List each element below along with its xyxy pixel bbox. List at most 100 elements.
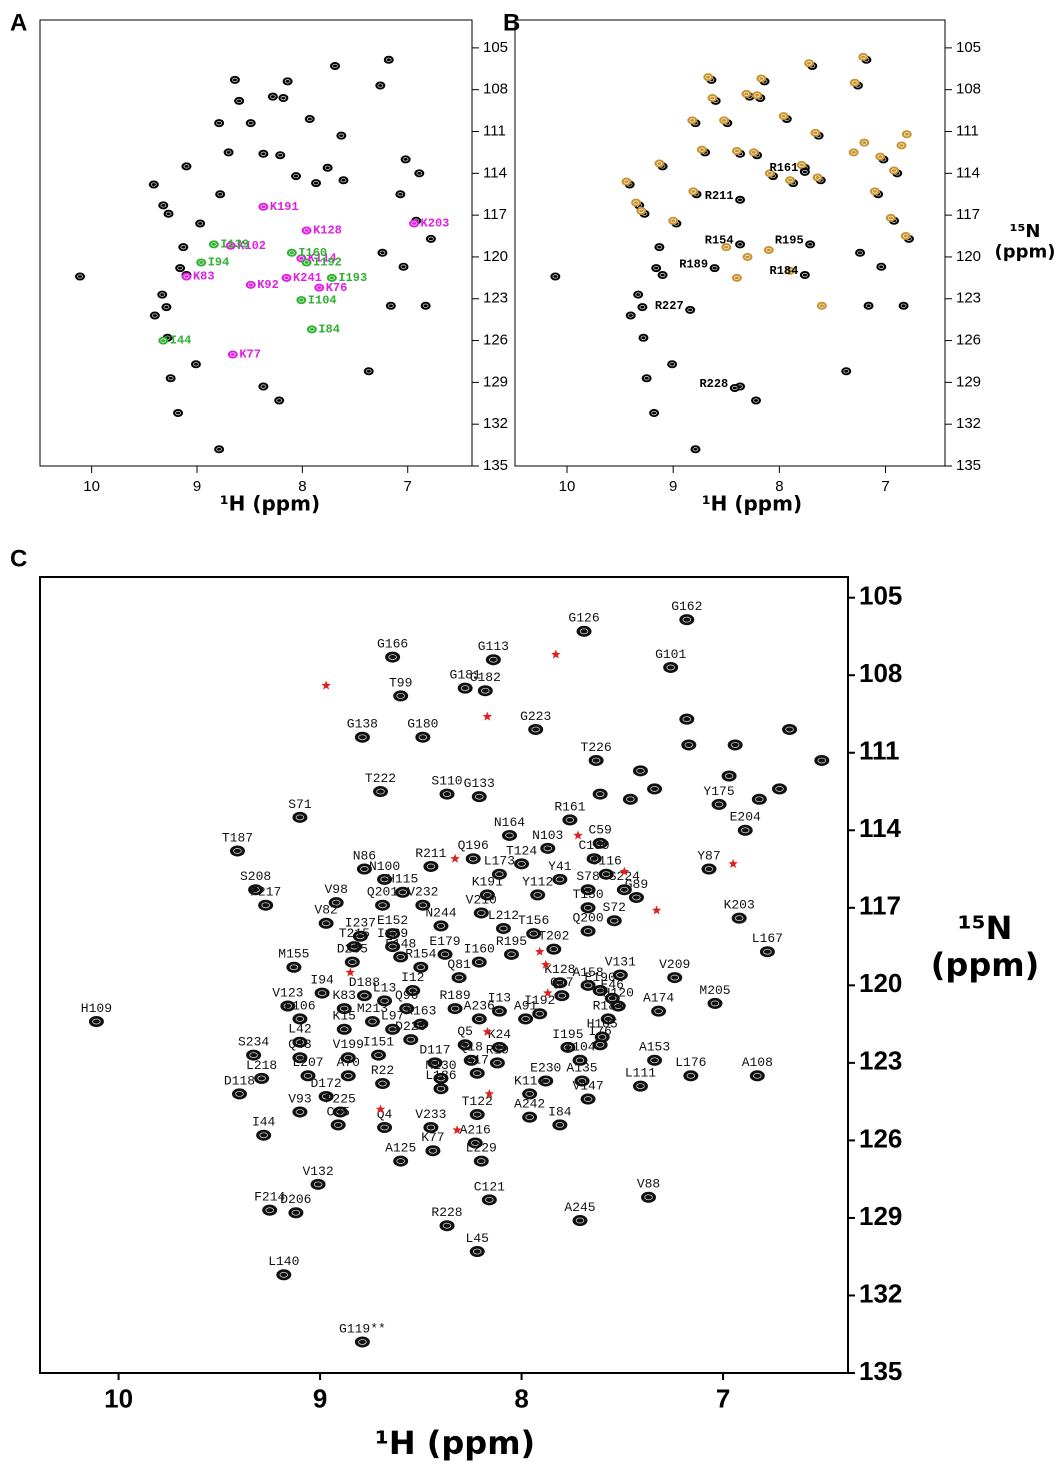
peak-contour bbox=[525, 1114, 534, 1121]
peak-contour bbox=[470, 1140, 480, 1146]
peak-contour bbox=[737, 197, 743, 202]
peak bbox=[258, 899, 274, 911]
peak-contour bbox=[723, 245, 730, 250]
peak-contour bbox=[379, 250, 386, 255]
x-tick-label: 7 bbox=[404, 478, 412, 495]
peak-contour bbox=[891, 168, 897, 173]
peak bbox=[586, 853, 602, 865]
star-marker bbox=[482, 1026, 493, 1036]
peak-contour bbox=[151, 313, 158, 318]
peak-contour bbox=[295, 1054, 305, 1061]
peak-contour bbox=[454, 974, 464, 981]
peak-label: K92 bbox=[257, 278, 279, 292]
peak bbox=[526, 928, 542, 940]
peak-contour bbox=[280, 95, 287, 101]
peak-contour bbox=[328, 275, 335, 280]
peak-label: V199 bbox=[333, 1037, 364, 1052]
peak-contour bbox=[338, 133, 345, 138]
peak-label: G162 bbox=[671, 599, 702, 614]
peak bbox=[600, 1013, 616, 1025]
peak bbox=[637, 303, 648, 312]
peak-label: N103 bbox=[532, 828, 563, 843]
peak-contour bbox=[751, 150, 757, 155]
peak-contour bbox=[411, 221, 417, 226]
peak-contour bbox=[505, 832, 514, 839]
peak-label: I76 bbox=[588, 1024, 611, 1039]
y-tick-label: 135 bbox=[859, 1356, 902, 1386]
peak-label: C85 bbox=[327, 1104, 350, 1119]
peak bbox=[796, 160, 807, 169]
peak-contour bbox=[659, 272, 666, 278]
peak-label: R227 bbox=[655, 299, 684, 313]
y-tick-label: 114 bbox=[483, 164, 507, 181]
x-tick-label: 9 bbox=[669, 478, 677, 495]
peak-contour bbox=[175, 410, 181, 416]
peak bbox=[592, 837, 608, 849]
peak-contour bbox=[321, 920, 331, 927]
peak-label: T124 bbox=[506, 843, 537, 858]
peak-contour bbox=[632, 894, 641, 901]
peak bbox=[560, 1041, 576, 1053]
peak-contour bbox=[340, 1005, 349, 1012]
peak bbox=[610, 1000, 626, 1012]
peak-contour bbox=[316, 285, 323, 290]
peak-label: V93 bbox=[288, 1091, 311, 1106]
peak-contour bbox=[807, 242, 814, 247]
peak bbox=[616, 884, 632, 896]
peak-contour bbox=[734, 915, 744, 922]
peak bbox=[373, 786, 389, 798]
peak-label: Y112 bbox=[522, 874, 553, 889]
star-marker bbox=[484, 1088, 495, 1098]
peak-label: C116 bbox=[591, 854, 622, 869]
peak bbox=[282, 77, 293, 86]
peak bbox=[495, 922, 511, 934]
peak bbox=[336, 1003, 352, 1015]
panel-letter: B bbox=[503, 9, 520, 36]
peak-label: D206 bbox=[280, 1192, 311, 1207]
peak-label: H109 bbox=[81, 1001, 112, 1016]
peak bbox=[364, 1016, 380, 1028]
peak-label: Q18 bbox=[459, 1040, 482, 1055]
peak-label: K128 bbox=[313, 224, 342, 238]
peak-contour bbox=[654, 1008, 663, 1015]
peak-label: T150 bbox=[572, 887, 603, 902]
peak bbox=[749, 1070, 765, 1082]
peak bbox=[405, 985, 421, 997]
y-tick-label: 111 bbox=[956, 122, 979, 139]
peak bbox=[330, 1119, 346, 1131]
peak-label: I192 bbox=[524, 993, 555, 1008]
x-tick-label: 10 bbox=[559, 478, 576, 495]
y-axis-label: (ppm) bbox=[995, 242, 1056, 263]
peak bbox=[729, 383, 740, 392]
peak-contour bbox=[360, 992, 369, 999]
peak-label: G89 bbox=[625, 877, 648, 892]
peak-contour bbox=[775, 786, 784, 792]
peak-label: I151 bbox=[363, 1035, 394, 1050]
peak-contour bbox=[898, 143, 905, 148]
peak bbox=[522, 1088, 538, 1100]
peak-contour bbox=[416, 171, 423, 176]
peak-contour bbox=[555, 876, 565, 883]
peak-contour bbox=[636, 767, 645, 774]
peak bbox=[759, 946, 775, 958]
peak bbox=[208, 240, 219, 249]
peak bbox=[572, 1215, 588, 1227]
peak-contour bbox=[422, 303, 429, 308]
peak bbox=[647, 783, 663, 795]
peak bbox=[262, 1204, 278, 1216]
peak bbox=[231, 1088, 247, 1100]
peak-contour bbox=[396, 1158, 405, 1164]
peak-label: L218 bbox=[246, 1058, 277, 1073]
peak-label: R154 bbox=[405, 947, 436, 962]
peak-label: A245 bbox=[564, 1200, 595, 1215]
peak-label: Q196 bbox=[458, 838, 489, 853]
peak bbox=[771, 783, 787, 795]
peak-contour bbox=[595, 1041, 605, 1048]
peak bbox=[816, 301, 827, 310]
peak bbox=[195, 219, 206, 228]
peak-contour bbox=[705, 74, 712, 80]
peak-contour bbox=[217, 192, 224, 197]
peak-contour bbox=[160, 338, 167, 343]
peak-contour bbox=[387, 303, 394, 308]
peak-label: C159 bbox=[579, 838, 610, 853]
